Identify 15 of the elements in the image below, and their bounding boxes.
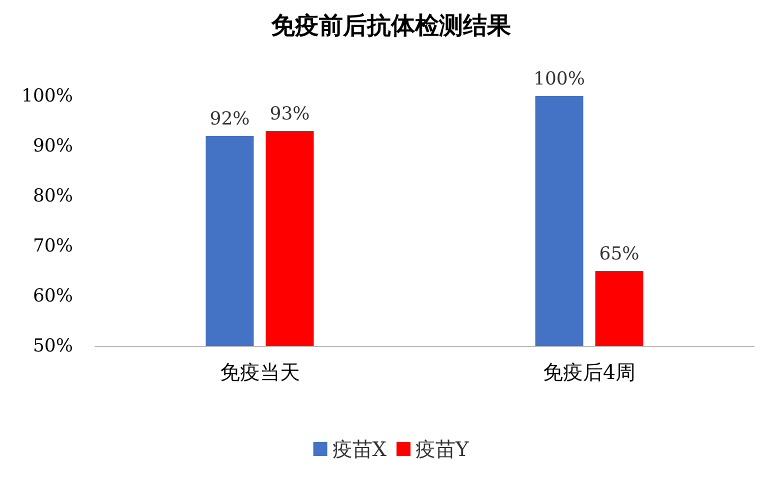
data-label: 100%	[534, 68, 585, 90]
y-tick-label: 50%	[32, 336, 73, 356]
legend-label: 疫苗X	[332, 437, 388, 461]
y-tick-label: 60%	[32, 286, 73, 306]
legend-label: 疫苗Y	[416, 437, 470, 461]
y-tick-label: 70%	[32, 236, 73, 256]
data-label: 92%	[210, 108, 250, 130]
data-label: 65%	[599, 244, 640, 264]
data-label: 93%	[270, 104, 310, 124]
y-tick-label: 90%	[32, 136, 73, 156]
x-tick-label: 免疫当天	[220, 360, 300, 384]
x-tick-label: 免疫后4周	[542, 360, 636, 384]
chart-title: 免疫前后抗体检测结果	[270, 10, 511, 40]
y-tick-label: 100%	[22, 86, 73, 106]
y-tick-label: 80%	[32, 186, 73, 206]
